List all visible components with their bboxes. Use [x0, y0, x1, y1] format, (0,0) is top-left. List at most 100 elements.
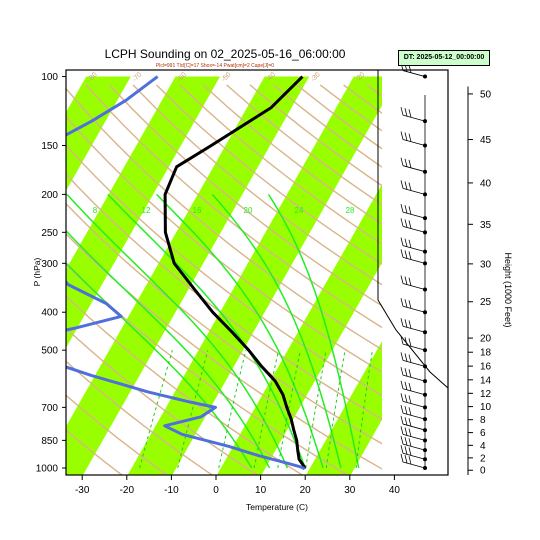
- dry-adiabat: [66, 394, 169, 475]
- moist-adiabat-label: 12: [142, 206, 151, 215]
- wind-barb-flag: [400, 380, 404, 389]
- wind-barb-flag: [408, 109, 412, 118]
- dry-adiabat: [66, 87, 382, 351]
- wind-barb-shaft: [402, 400, 426, 408]
- x-axis-title: Temperature (C): [246, 502, 308, 512]
- dry-adiabat: [66, 115, 382, 373]
- wind-barb-shaft: [402, 305, 426, 313]
- wind-barb-flag: [404, 427, 408, 436]
- wind-barb-shaft: [402, 245, 426, 252]
- dry-adiabat: [66, 232, 382, 470]
- wind-barb-flag: [400, 237, 404, 246]
- height-tick-label: 12: [480, 389, 492, 400]
- dry-adiabat: [66, 327, 259, 475]
- wind-barb-flag: [400, 404, 404, 414]
- wind-barb-flag: [400, 336, 404, 345]
- height-tick-label: 4: [480, 441, 486, 452]
- mixing-ratio-line: [139, 350, 173, 469]
- wind-barb-flag: [404, 381, 408, 390]
- mixing-ratio-line: [325, 350, 346, 469]
- wind-barb-shaft: [402, 114, 426, 122]
- dry-adiabat: [66, 360, 214, 475]
- wind-barb-flag: [404, 219, 408, 228]
- wind-barb-flag: [404, 158, 408, 167]
- wind-barb-shaft: [402, 139, 426, 146]
- moist-adiabat-label: 8: [93, 206, 98, 215]
- wind-barb-flag: [404, 394, 408, 403]
- wind-barb-flag: [404, 108, 408, 117]
- wind-barb-flag: [408, 182, 412, 191]
- isotherm-band: [127, 76, 382, 475]
- wind-barb-flag: [404, 446, 408, 455]
- wind-barb-flag: [408, 133, 412, 142]
- dry-adiabat: [179, 84, 382, 245]
- wind-barb-shaft: [402, 256, 426, 264]
- temperature-tick-label: 40: [389, 485, 401, 496]
- wind-barb-flag: [404, 406, 408, 415]
- wind-barb-flag: [408, 438, 412, 447]
- pressure-tick-label: 500: [41, 346, 58, 357]
- dt-badge: DT: 2025-05-12_00:00:00: [398, 50, 490, 66]
- wind-barb-flag: [408, 354, 412, 363]
- isotherm-label: -70: [131, 71, 143, 83]
- temperature-tick-label: 10: [255, 485, 267, 496]
- height-tick-label: 16: [480, 362, 492, 373]
- wind-barb-flag: [400, 218, 404, 227]
- wind-barb-flag: [404, 337, 408, 346]
- moist-adiabat: [267, 194, 360, 469]
- height-tick-label: 50: [480, 89, 492, 100]
- temperature-tick-label: -10: [164, 485, 179, 496]
- panel-edge: [377, 70, 449, 389]
- temperature-tick-label: 0: [213, 485, 219, 496]
- wind-barb-flag: [400, 393, 404, 402]
- wind-barb-flag: [408, 395, 412, 404]
- wind-barb-flag: [408, 239, 412, 248]
- height-tick-label: 45: [480, 135, 492, 146]
- moist-adiabat: [156, 193, 324, 469]
- wind-barb-shaft: [402, 412, 426, 420]
- isotherm-label: -50: [220, 71, 232, 83]
- isotherm-band: [390, 77, 540, 485]
- wind-barb-flag: [404, 181, 408, 190]
- height-tick-label: 10: [480, 402, 492, 413]
- isotherm-label: -30: [310, 71, 322, 83]
- wind-barb-shaft: [402, 283, 426, 290]
- mixing-ratio-line: [355, 350, 373, 469]
- pressure-tick-label: 700: [41, 403, 58, 414]
- pressure-tick-label: 400: [41, 308, 58, 319]
- wind-barb-flag: [408, 447, 412, 456]
- moist-adiabat: [66, 262, 253, 469]
- isotherm-band: [306, 341, 382, 475]
- wind-barb-flag: [408, 159, 412, 168]
- height-tick-label: 30: [480, 259, 492, 270]
- wind-barb-shaft: [402, 374, 426, 382]
- wind-barb-flag: [400, 157, 404, 166]
- wind-barb-flag: [400, 204, 404, 213]
- wind-barb-flag: [400, 249, 404, 258]
- wind-barb-flag: [404, 238, 408, 247]
- height-tick-label: 6: [480, 428, 486, 439]
- wind-barb-flag: [408, 277, 412, 286]
- moist-adiabat: [211, 193, 342, 469]
- height-tick-label: 8: [480, 415, 486, 426]
- pressure-tick-label: 300: [41, 259, 58, 270]
- wind-barb-flag: [400, 415, 404, 425]
- wind-barb-flag: [400, 298, 404, 307]
- wind-barb-flag: [404, 417, 408, 426]
- dry-adiabat: [85, 84, 382, 329]
- moist-adiabat: [66, 229, 271, 469]
- wind-barb-flag: [400, 367, 404, 376]
- wind-barb-flag: [404, 250, 408, 259]
- wind-barb-shaft: [402, 325, 426, 333]
- pressure-tick-label: 850: [41, 436, 58, 447]
- moist-adiabat: [66, 193, 289, 469]
- dry-adiabat: [66, 295, 304, 475]
- wind-barb-shaft: [402, 423, 426, 431]
- moist-adiabat-label: 16: [193, 206, 202, 215]
- plot-area: 8 12 16 20 24 28 32-80 -70 -60 -50 -40 -30 -20: [66, 71, 540, 485]
- mixing-ratio-line: [218, 350, 247, 469]
- wind-barb-flag: [408, 407, 412, 416]
- wind-barb-flag: [400, 426, 404, 435]
- wind-barb-flag: [408, 220, 412, 229]
